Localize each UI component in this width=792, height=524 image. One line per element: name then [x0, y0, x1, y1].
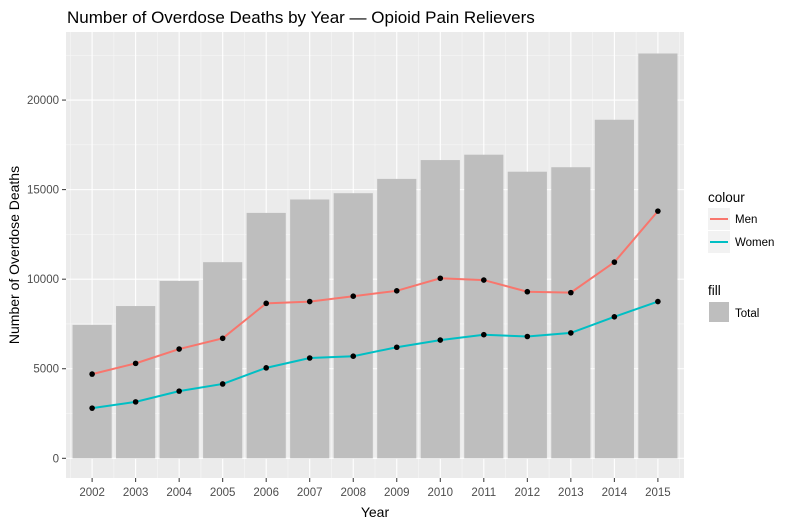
- x-tick-label: 2013: [558, 487, 584, 499]
- legend-colour-title: colour: [708, 190, 745, 205]
- point-men: [437, 275, 444, 282]
- bars: [72, 53, 678, 459]
- point-women: [655, 298, 661, 305]
- legend-label-women: Women: [735, 237, 774, 249]
- point-men: [393, 288, 400, 294]
- y-tick-label: 0: [53, 453, 59, 465]
- point-men: [132, 360, 139, 367]
- line-women: [91, 300, 659, 410]
- legend-fill-swatch: [709, 302, 729, 322]
- point-women: [219, 381, 226, 387]
- grid-minor: [66, 32, 684, 478]
- bar-total: [551, 167, 591, 459]
- series-lines: [91, 210, 659, 410]
- point-women: [89, 405, 95, 411]
- point-men: [568, 289, 574, 296]
- point-men: [481, 277, 487, 283]
- x-tick-label: 2012: [515, 487, 541, 499]
- point-women: [568, 330, 574, 336]
- point-women: [263, 365, 269, 371]
- point-men: [524, 288, 531, 295]
- bar-total: [159, 280, 199, 459]
- legend-label-men: Men: [735, 214, 757, 226]
- x-tick-label: 2004: [166, 487, 192, 499]
- y-tick-label: 5000: [33, 364, 59, 376]
- x-tick-label: 2007: [297, 487, 323, 499]
- point-men: [176, 346, 182, 352]
- series-points: [89, 208, 661, 411]
- point-men: [611, 259, 618, 265]
- bar-total: [116, 306, 156, 459]
- point-women: [481, 331, 487, 338]
- point-women: [393, 344, 400, 351]
- point-men: [350, 293, 357, 299]
- point-men: [89, 371, 95, 377]
- bar-total: [638, 53, 678, 459]
- bar-total: [333, 193, 373, 459]
- bar-total: [246, 212, 286, 459]
- legend-colour: colour Men Women: [708, 190, 774, 253]
- x-axis-title: Year: [361, 504, 390, 520]
- point-women: [350, 353, 357, 360]
- y-axis: 0 5000 10000 15000 20000: [27, 95, 66, 465]
- y-tick-label: 20000: [27, 95, 59, 107]
- x-tick-label: 2010: [427, 487, 453, 499]
- legend-fill: fill Total: [708, 283, 759, 322]
- point-women: [524, 333, 531, 340]
- line-men: [91, 210, 659, 376]
- point-women: [132, 399, 139, 405]
- point-women: [611, 313, 618, 320]
- bar-total: [594, 119, 634, 459]
- chart-title: Number of Overdose Deaths by Year — Opio…: [67, 8, 535, 27]
- bar-total: [203, 262, 243, 459]
- legend-fill-title: fill: [708, 283, 721, 298]
- point-men: [219, 335, 226, 342]
- point-women: [306, 355, 313, 361]
- x-tick-label: 2014: [602, 487, 628, 499]
- point-men: [655, 208, 661, 214]
- legend-label-total: Total: [735, 308, 759, 320]
- x-tick-label: 2008: [340, 487, 366, 499]
- point-men: [306, 298, 313, 305]
- bar-total: [72, 324, 112, 459]
- bar-total: [290, 199, 330, 459]
- bar-total: [464, 154, 504, 459]
- point-women: [176, 388, 182, 394]
- x-tick-label: 2006: [253, 487, 279, 499]
- point-men: [263, 300, 269, 307]
- bar-total: [377, 178, 417, 459]
- x-tick-label: 2005: [210, 487, 236, 499]
- x-tick-label: 2009: [384, 487, 410, 499]
- y-axis-title: Number of Overdose Deaths: [6, 166, 22, 344]
- x-tick-label: 2011: [471, 487, 496, 499]
- x-tick-label: 2015: [645, 487, 671, 499]
- x-tick-label: 2002: [79, 487, 105, 499]
- y-tick-label: 15000: [27, 185, 59, 197]
- x-axis: 2002 2003 2004 2005 2006 2007 2008 2009 2010 2011…: [79, 478, 671, 499]
- point-women: [437, 337, 444, 343]
- y-tick-label: 10000: [27, 274, 59, 286]
- x-tick-label: 2003: [123, 487, 149, 499]
- bar-total: [507, 171, 547, 459]
- bar-total: [420, 160, 460, 459]
